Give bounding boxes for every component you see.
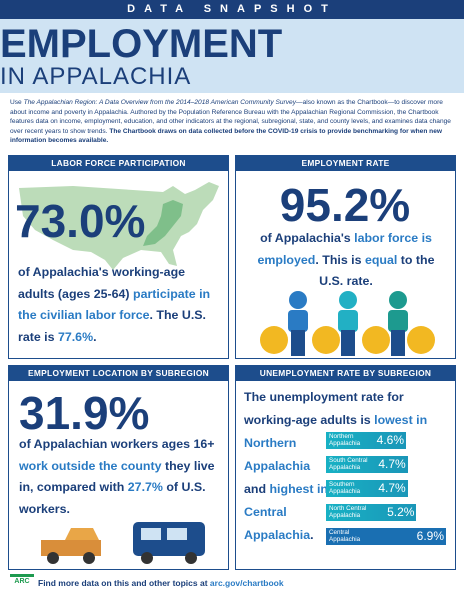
text-highlight: labor force is employed	[257, 231, 432, 267]
text-highlight: equal	[364, 252, 398, 267]
text: of Appalachia's	[260, 231, 355, 245]
rv	[133, 522, 205, 564]
bar-value: 4.7%	[378, 481, 406, 495]
panel: LABOR FORCE PARTICIPATION 73.0% of Appal…	[8, 155, 229, 359]
panel-title: EMPLOYMENT RATE	[236, 156, 455, 171]
bar: Southern Appalachia 4.7%	[326, 480, 408, 497]
text: . This is	[315, 252, 365, 267]
bar-name: South Central Appalachia	[329, 457, 368, 472]
bar-name: Northern Appalachia	[329, 433, 361, 448]
text: The unemployment rate for working-age ad…	[244, 390, 404, 427]
bar-name: Southern Appalachia	[329, 481, 361, 496]
text: of U.S. workers.	[19, 480, 206, 516]
stat: 95.2%	[279, 179, 411, 231]
panel-title: LABOR FORCE PARTICIPATION	[9, 156, 228, 171]
bar-value: 4.6%	[376, 433, 404, 447]
footer-text: Find more data on this and other topics …	[38, 578, 210, 588]
kicker: DATA SNAPSHOT	[0, 0, 464, 19]
panel: EMPLOYMENT RATE 95.2% of Appalachia's la…	[235, 155, 456, 359]
banner	[0, 19, 464, 93]
bar-chart: Northern Appalachia 4.6% South Central App…	[326, 432, 454, 562]
bar: Central Appalachia 6.9%	[326, 528, 446, 545]
workers-icon	[260, 291, 435, 356]
panel: EMPLOYMENT LOCATION BY SUBREGION 31.9% o…	[8, 365, 229, 570]
bar: Northern Appalachia 4.6%	[326, 432, 406, 449]
text: to the U.S. rate.	[319, 252, 435, 289]
stat: 31.9%	[19, 387, 150, 439]
panel: UNEMPLOYMENT RATE BY SUBREGION The unemp…	[235, 365, 456, 570]
text: of Appalachian workers ages 16+	[19, 437, 215, 451]
us-map	[19, 182, 219, 270]
appalachia-shape	[143, 200, 183, 246]
footer-link[interactable]: arc.gov/chartbook	[209, 578, 284, 588]
text-highlight: 77.6%	[57, 329, 94, 344]
text-highlight: work outside the county	[19, 458, 162, 473]
text: .	[310, 528, 314, 542]
stat: 73.0%	[15, 195, 146, 247]
gears	[260, 326, 435, 354]
text-highlight: lowest in Northern Appalachia	[244, 413, 428, 473]
intro-text: The Appalachian Region: A Data Overview …	[23, 99, 296, 106]
title: EMPLOYMENT	[0, 22, 283, 66]
text: .	[93, 329, 97, 344]
text: and	[244, 482, 270, 496]
panel-text: of Appalachian workers ages 16+ work out…	[19, 434, 225, 520]
intro-text: Use	[10, 99, 24, 106]
bar: South Central Appalachia 4.7%	[326, 456, 408, 473]
footer: Find more data on this and other topics …	[38, 578, 284, 588]
bar-name: Central Appalachia	[329, 529, 361, 544]
panel-title: UNEMPLOYMENT RATE BY SUBREGION	[236, 366, 455, 381]
bar-value: 4.7%	[378, 457, 406, 471]
text-highlight: 27.7%	[127, 480, 163, 494]
vehicles-icon	[41, 522, 205, 564]
text: they live in, compared with	[19, 458, 215, 495]
people	[288, 291, 408, 356]
text-highlight: participate in the civilian labor force	[18, 286, 211, 323]
bar-value: 5.2%	[387, 505, 415, 519]
bar-name: North Central Appalachia	[329, 505, 367, 520]
text: . The U.S. rate is	[18, 308, 206, 344]
panel-text: of Appalachia's working-age adults (ages…	[18, 262, 224, 348]
text-highlight: highest in Central Appalachia	[244, 482, 328, 542]
truck	[41, 528, 101, 564]
bar: North Central Appalachia 5.2%	[326, 504, 417, 521]
subtitle: IN APPALACHIA	[0, 63, 192, 90]
panel-text: The unemployment rate for working-age ad…	[244, 386, 450, 562]
text: of Appalachia's working-age adults (ages…	[18, 265, 186, 301]
intro: Use The Appalachian Region: A Data Overv…	[10, 98, 456, 146]
logo: ARC	[10, 574, 34, 585]
intro-text: The Chartbook draws on data collected be…	[10, 127, 443, 145]
intro-text: —also known as the Chartbook—to discover…	[10, 99, 451, 135]
panel-title: EMPLOYMENT LOCATION BY SUBREGION	[9, 366, 228, 381]
bar-value: 6.9%	[416, 529, 444, 543]
panel-text: of Appalachia's labor force is employed.…	[246, 228, 446, 293]
